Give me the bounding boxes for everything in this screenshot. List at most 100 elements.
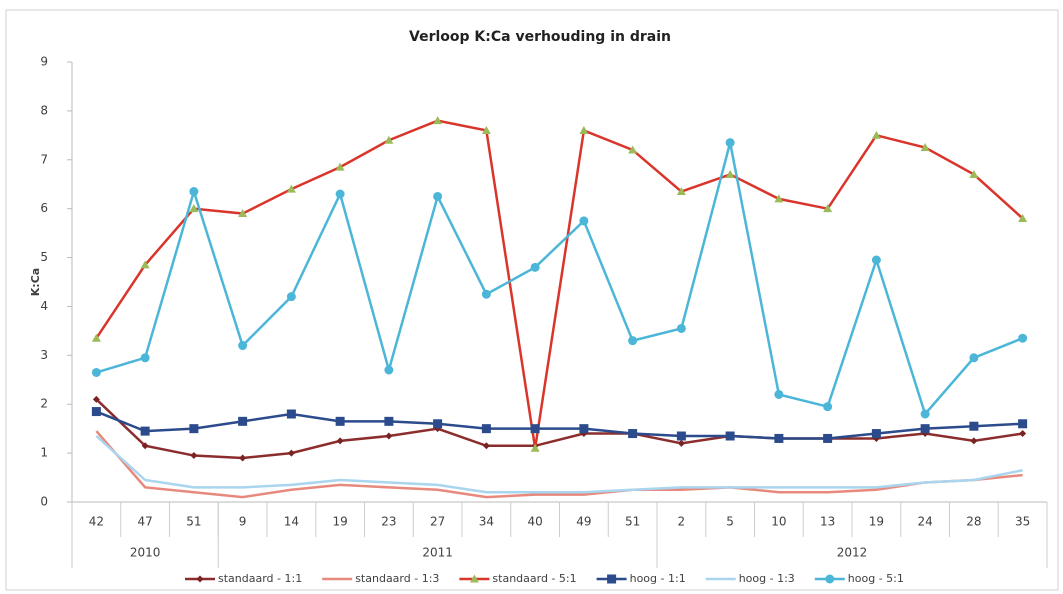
x-tick-label: 24	[917, 515, 932, 529]
marker	[969, 169, 979, 178]
marker	[871, 130, 881, 139]
marker	[628, 336, 638, 346]
year-label: 2011	[422, 546, 453, 560]
x-tick-label: 35	[1015, 515, 1030, 529]
x-tick-label: 5	[726, 515, 734, 529]
legend-item: standaard - 1:3	[322, 572, 439, 585]
marker	[774, 389, 784, 399]
marker	[774, 194, 784, 203]
marker	[1019, 430, 1027, 438]
marker	[196, 575, 204, 583]
y-tick-label: 6	[40, 201, 48, 215]
marker	[725, 138, 735, 148]
legend-item: standaard - 5:1	[459, 572, 577, 585]
x-tick-label: 40	[527, 515, 542, 529]
series-line	[95, 430, 1023, 499]
x-tick-label: 51	[625, 515, 640, 529]
marker	[140, 353, 150, 363]
x-tick-label: 10	[771, 515, 786, 529]
marker	[530, 424, 540, 434]
marker	[676, 431, 686, 441]
legend-label: standaard - 1:3	[355, 572, 439, 585]
legend-item: hoog - 1:3	[705, 572, 795, 585]
marker	[335, 189, 345, 199]
marker	[140, 426, 150, 436]
marker	[469, 574, 479, 583]
legend-item: hoog - 1:1	[596, 572, 686, 585]
marker	[823, 204, 833, 213]
marker	[190, 452, 198, 460]
y-tick-label: 3	[40, 348, 48, 362]
marker	[725, 431, 735, 441]
legend-label: hoog - 1:1	[630, 572, 686, 585]
marker	[189, 424, 199, 434]
series-line	[95, 398, 1023, 460]
y-tick-label: 0	[40, 495, 48, 509]
marker	[287, 449, 295, 457]
marker	[140, 260, 150, 269]
x-tick-label: 19	[869, 515, 884, 529]
x-tick-label: 19	[332, 515, 347, 529]
marker	[920, 424, 930, 434]
series-line	[95, 119, 1024, 449]
marker	[677, 439, 685, 447]
legend-item: standaard - 1:1	[185, 572, 302, 585]
x-tick-label: 28	[966, 515, 981, 529]
marker	[238, 341, 248, 351]
x-tick-label: 9	[239, 515, 247, 529]
marker	[823, 433, 833, 443]
y-tick-label: 2	[40, 397, 48, 411]
marker	[384, 365, 394, 375]
legend-label: hoog - 1:3	[739, 572, 795, 585]
y-tick-label: 1	[40, 446, 48, 460]
marker	[920, 143, 930, 152]
marker	[336, 437, 344, 445]
marker	[530, 262, 540, 272]
x-tick-label: 23	[381, 515, 396, 529]
marker	[189, 204, 199, 213]
marker	[530, 443, 540, 452]
marker	[481, 424, 491, 434]
marker	[91, 407, 101, 417]
marker	[969, 353, 979, 363]
marker	[189, 187, 199, 197]
y-tick-label: 8	[40, 103, 48, 117]
y-tick-label: 7	[40, 152, 48, 166]
x-tick-label: 51	[186, 515, 201, 529]
x-tick-label: 2	[678, 515, 686, 529]
x-tick-label: 47	[137, 515, 152, 529]
legend-label: hoog - 5:1	[848, 572, 904, 585]
marker	[676, 187, 686, 196]
y-tick-label: 9	[40, 55, 48, 69]
marker	[239, 454, 247, 462]
marker	[286, 292, 296, 302]
x-tick-label: 42	[89, 515, 104, 529]
marker	[238, 209, 248, 218]
marker	[774, 433, 784, 443]
marker	[384, 416, 394, 426]
marker	[433, 191, 443, 201]
series-line	[95, 435, 1023, 494]
marker	[286, 409, 296, 419]
marker	[1018, 419, 1028, 429]
marker	[920, 409, 930, 419]
x-tick-label: 49	[576, 515, 591, 529]
x-tick-label: 13	[820, 515, 835, 529]
marker	[335, 162, 345, 171]
x-tick-label: 34	[479, 515, 494, 529]
x-tick-label: 27	[430, 515, 445, 529]
marker	[481, 125, 491, 134]
marker	[433, 419, 443, 429]
legend-label: standaard - 5:1	[492, 572, 576, 585]
marker	[433, 116, 443, 125]
marker	[91, 367, 101, 377]
marker	[628, 429, 638, 439]
marker	[579, 125, 589, 134]
marker	[91, 333, 101, 342]
legend-label: standaard - 1:1	[218, 572, 302, 585]
marker	[871, 429, 881, 439]
marker	[579, 424, 589, 434]
marker	[286, 184, 296, 193]
legend-item: hoog - 5:1	[814, 572, 904, 585]
marker	[384, 135, 394, 144]
